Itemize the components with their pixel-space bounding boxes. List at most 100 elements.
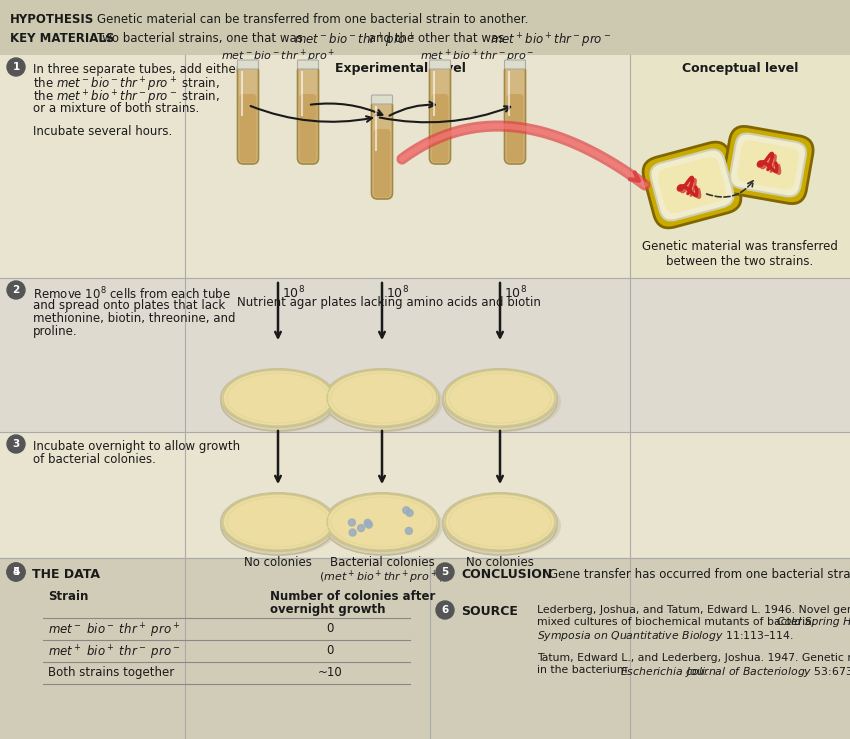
Text: $\it{met}^+\it{bio}^+\it{thr}^-\it{pro}^-$: $\it{met}^+\it{bio}^+\it{thr}^-\it{pro}^… [420, 48, 535, 65]
Bar [0, 55, 850, 278]
Ellipse shape [221, 373, 335, 431]
Circle shape [364, 520, 371, 526]
Text: 6: 6 [441, 605, 449, 615]
Circle shape [7, 281, 25, 299]
Ellipse shape [325, 493, 439, 551]
Ellipse shape [443, 369, 557, 427]
Text: $\it{Escherichia\ coli}$.: $\it{Escherichia\ coli}$. [620, 665, 710, 677]
Ellipse shape [445, 372, 561, 432]
FancyBboxPatch shape [373, 129, 390, 197]
Text: $\it{met}^-\it{bio}^-\it{thr}^+\it{pro}^+$: $\it{met}^-\it{bio}^-\it{thr}^+\it{pro}^… [221, 48, 335, 65]
Bar [0, 558, 850, 739]
Ellipse shape [325, 497, 439, 555]
Ellipse shape [223, 494, 333, 550]
Ellipse shape [445, 370, 555, 426]
Ellipse shape [221, 497, 335, 555]
Text: $\it{met}^-\it{bio}^-\it{thr}^+\it{pro}^+$: $\it{met}^-\it{bio}^-\it{thr}^+\it{pro}^… [294, 32, 415, 50]
Ellipse shape [221, 493, 335, 551]
Text: $\it{met}^+\it{bio}^+\it{thr}^-\it{pro}^-$: $\it{met}^+\it{bio}^+\it{thr}^-\it{pro}^… [490, 32, 611, 50]
Ellipse shape [445, 496, 561, 556]
Circle shape [7, 563, 25, 581]
FancyBboxPatch shape [505, 65, 525, 164]
Circle shape [7, 563, 25, 581]
Text: Experimental level: Experimental level [335, 62, 466, 75]
Text: 4: 4 [12, 567, 20, 577]
Circle shape [403, 507, 410, 514]
Text: No colonies: No colonies [244, 556, 312, 569]
Ellipse shape [445, 494, 555, 550]
Text: Two bacterial strains, one that was: Two bacterial strains, one that was [97, 32, 307, 45]
Text: Strain: Strain [48, 590, 88, 603]
Text: $\it{Symposia\ on\ Quantitative\ Biology}$ 11:113–114.: $\it{Symposia\ on\ Quantitative\ Biology… [537, 629, 794, 643]
FancyBboxPatch shape [505, 60, 525, 69]
Bar [630, 55, 850, 278]
Text: $\it{Journal\ of\ Bacteriology}$ 53:673–684.: $\it{Journal\ of\ Bacteriology}$ 53:673–… [685, 665, 850, 679]
Text: $10^8$: $10^8$ [386, 285, 409, 302]
Text: Tatum, Edward L., and Lederberg, Joshua. 1947. Genetic recombination: Tatum, Edward L., and Lederberg, Joshua.… [537, 653, 850, 663]
Circle shape [349, 529, 356, 536]
Text: HYPOTHESIS: HYPOTHESIS [10, 13, 94, 26]
Text: 3: 3 [13, 439, 20, 449]
Text: 1: 1 [13, 62, 20, 72]
Circle shape [366, 521, 372, 528]
FancyBboxPatch shape [737, 140, 799, 189]
Ellipse shape [327, 372, 443, 432]
Ellipse shape [443, 373, 557, 431]
FancyArrowPatch shape [405, 128, 648, 183]
Text: $10^8$: $10^8$ [282, 285, 305, 302]
Text: KEY MATERIALS: KEY MATERIALS [10, 32, 115, 45]
Text: the $\it{met}^-\it{bio}^-\it{thr}^+\it{pro}^+$ strain,: the $\it{met}^-\it{bio}^-\it{thr}^+\it{p… [33, 76, 220, 95]
Text: 0: 0 [326, 644, 334, 657]
FancyBboxPatch shape [371, 95, 393, 104]
FancyBboxPatch shape [298, 65, 319, 164]
FancyBboxPatch shape [650, 149, 734, 220]
FancyBboxPatch shape [371, 100, 393, 199]
Text: or a mixture of both strains.: or a mixture of both strains. [33, 102, 199, 115]
FancyBboxPatch shape [429, 60, 450, 69]
Text: Nutrient agar plates lacking amino acids and biotin: Nutrient agar plates lacking amino acids… [237, 296, 541, 309]
Ellipse shape [325, 373, 439, 431]
Text: Lederberg, Joshua, and Tatum, Edward L. 1946. Novel genotypes in: Lederberg, Joshua, and Tatum, Edward L. … [537, 605, 850, 615]
Text: Cold Spring Harbor: Cold Spring Harbor [777, 617, 850, 627]
Circle shape [406, 509, 413, 517]
FancyBboxPatch shape [658, 157, 726, 214]
Text: Genetic material can be transferred from one bacterial strain to another.: Genetic material can be transferred from… [97, 13, 529, 26]
Text: Bacterial colonies: Bacterial colonies [330, 556, 434, 569]
Text: ($\it{met}^+\it{bio}^+\it{thr}^+\it{pro}^+$): ($\it{met}^+\it{bio}^+\it{thr}^+\it{pro}… [320, 569, 445, 586]
FancyBboxPatch shape [298, 60, 319, 69]
Text: No colonies: No colonies [466, 556, 534, 569]
FancyBboxPatch shape [429, 65, 450, 164]
Ellipse shape [327, 370, 437, 426]
Circle shape [436, 601, 454, 619]
FancyBboxPatch shape [507, 94, 524, 163]
Ellipse shape [327, 496, 443, 556]
Circle shape [348, 519, 355, 526]
Text: and spread onto plates that lack: and spread onto plates that lack [33, 299, 225, 312]
Text: Incubate several hours.: Incubate several hours. [33, 125, 173, 138]
Text: and the other that was: and the other that was [365, 32, 508, 45]
FancyBboxPatch shape [432, 94, 449, 163]
Circle shape [405, 528, 412, 534]
FancyBboxPatch shape [299, 94, 316, 163]
Text: $\it{met}^+$ $\it{bio}^+$ $\it{thr}^-$ $\it{pro}^-$: $\it{met}^+$ $\it{bio}^+$ $\it{thr}^-$ $… [48, 644, 180, 662]
Text: overnight growth: overnight growth [270, 603, 386, 616]
Text: ~10: ~10 [318, 666, 343, 679]
Text: of bacterial colonies.: of bacterial colonies. [33, 453, 156, 466]
Ellipse shape [223, 370, 333, 426]
FancyBboxPatch shape [240, 94, 257, 163]
Text: $\it{met}^-$ $\it{bio}^-$ $\it{thr}^+$ $\it{pro}^+$: $\it{met}^-$ $\it{bio}^-$ $\it{thr}^+$ $… [48, 622, 180, 640]
Text: 2: 2 [13, 285, 20, 295]
Ellipse shape [223, 372, 339, 432]
FancyBboxPatch shape [237, 65, 258, 164]
Ellipse shape [325, 369, 439, 427]
Text: SOURCE: SOURCE [461, 605, 518, 618]
Ellipse shape [443, 493, 557, 551]
Text: THE DATA: THE DATA [32, 568, 100, 581]
Ellipse shape [327, 494, 437, 550]
Text: 5: 5 [441, 567, 449, 577]
Text: Incubate overnight to allow growth: Incubate overnight to allow growth [33, 440, 240, 453]
Text: Number of colonies after: Number of colonies after [270, 590, 435, 603]
Text: 5: 5 [13, 567, 20, 577]
Ellipse shape [223, 496, 339, 556]
Circle shape [7, 58, 25, 76]
